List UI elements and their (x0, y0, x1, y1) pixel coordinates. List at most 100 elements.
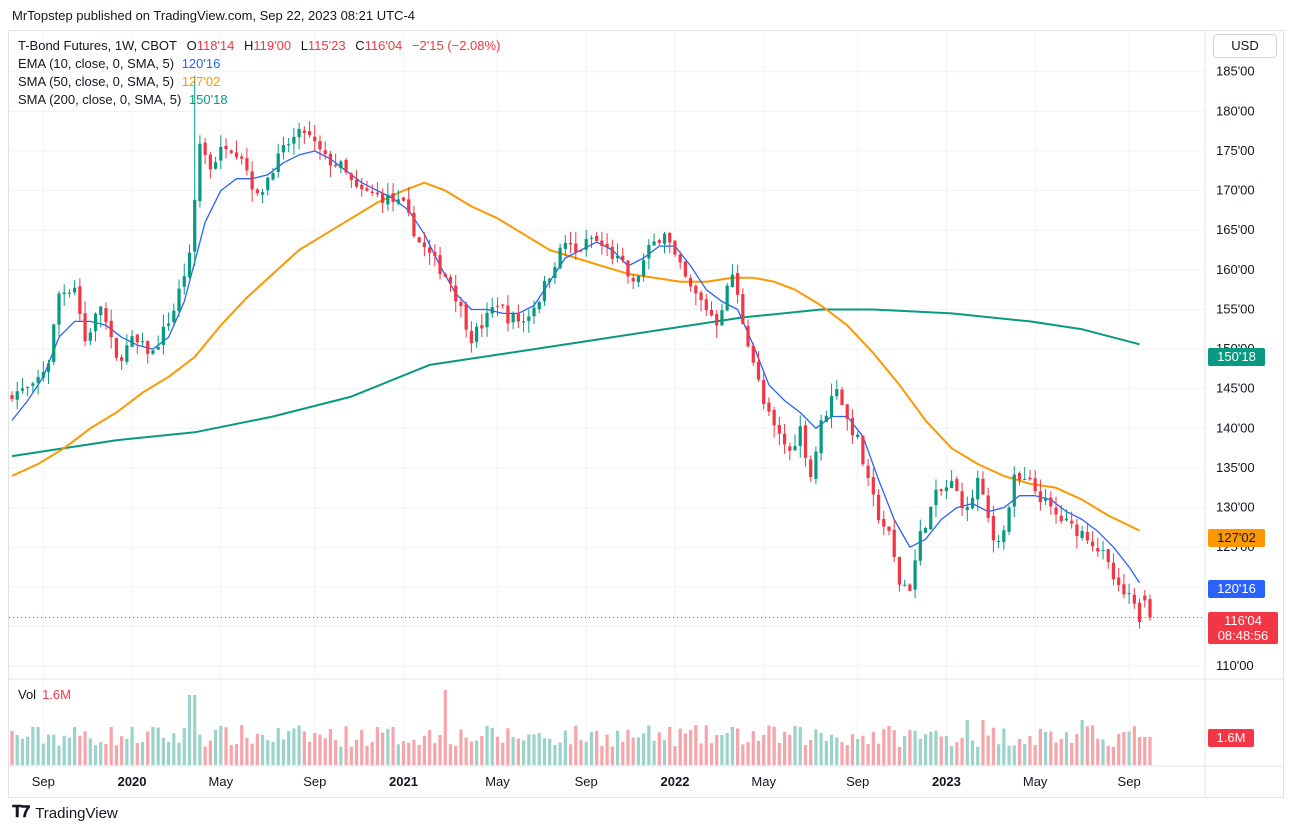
candle-body (553, 267, 557, 279)
volume-bar (694, 725, 698, 765)
candle-body (887, 526, 891, 531)
candle-body (636, 276, 641, 283)
volume-bar (213, 729, 218, 765)
study-sma50[interactable]: SMA (50, close, 0, SMA, 5) 127'02 (18, 74, 221, 89)
candle-body (1043, 498, 1048, 501)
volume-bar (1090, 725, 1095, 765)
volume-bar (1043, 731, 1048, 765)
candle-body (772, 409, 776, 426)
volume-bar (657, 732, 661, 765)
candle-body (751, 345, 755, 363)
volume-bar (970, 740, 975, 765)
study-sma200[interactable]: SMA (200, close, 0, SMA, 5) 150'18 (18, 92, 228, 107)
candle-body (349, 173, 353, 181)
volume-bar (474, 740, 479, 765)
x-tick-label: 2020 (118, 774, 147, 789)
candle-body (10, 394, 14, 400)
volume-bar (506, 728, 510, 765)
volume-bar (511, 736, 515, 765)
candle-body (360, 184, 364, 190)
chart-legend: T-Bond Futures, 1W, CBOT O118'14 H119'00… (18, 37, 506, 109)
candle-body (459, 301, 463, 307)
volume-bar (193, 695, 197, 765)
volume-bar (1023, 744, 1027, 765)
volume-bar (950, 746, 954, 765)
candle-body (109, 320, 113, 338)
volume-legend[interactable]: Vol 1.6M (18, 687, 71, 702)
volume-bar (10, 730, 14, 765)
y-tick-label: 140'00 (1216, 420, 1255, 435)
volume-bar (923, 734, 928, 765)
candle-body (490, 307, 494, 314)
volume-bar (626, 729, 630, 765)
volume-bar (459, 729, 463, 765)
volume-bar (991, 727, 996, 765)
volume-bar (422, 735, 427, 765)
volume-bar (480, 736, 484, 765)
study-ema10-value: 120'16 (181, 56, 221, 71)
volume-bar (1012, 745, 1016, 765)
volume-bar (798, 726, 802, 765)
candle-body (788, 446, 792, 451)
volume-bar (354, 739, 359, 765)
volume-bar (944, 735, 949, 765)
volume-bar (1033, 745, 1037, 765)
volume-bar (375, 727, 380, 765)
volume-bar (819, 733, 823, 765)
candle-body (725, 285, 729, 311)
volume-bar (960, 737, 964, 765)
candle-body (892, 529, 896, 558)
candle-body (36, 377, 40, 383)
volume-bar (271, 741, 275, 765)
volume-bar (260, 734, 265, 765)
volume-bar (636, 737, 641, 765)
volume-bar (955, 742, 959, 765)
candle-body (328, 153, 333, 166)
currency-button[interactable]: USD (1213, 34, 1277, 58)
candle-body (856, 434, 860, 438)
volume-bar (678, 728, 682, 765)
volume-bar (997, 744, 1001, 765)
symbol-title[interactable]: T-Bond Futures, 1W, CBOT (18, 38, 177, 53)
candle-body (1059, 515, 1063, 522)
candle-body (950, 480, 954, 489)
volume-bar (1085, 726, 1089, 765)
study-ema10[interactable]: EMA (10, close, 0, SMA, 5) 120'16 (18, 56, 221, 71)
candle-body (271, 173, 275, 180)
volume-bar (349, 746, 353, 765)
candle-body (344, 159, 348, 173)
volume-bar (234, 744, 239, 765)
volume-bar (673, 746, 677, 765)
x-tick-label: May (209, 774, 234, 789)
volume-bar (871, 731, 875, 765)
volume-bar (156, 727, 160, 765)
volume-legend-value: 1.6M (42, 687, 71, 702)
candle-body (224, 145, 228, 150)
volume-bar (26, 736, 30, 765)
candle-body (1080, 531, 1084, 538)
candle-body (73, 287, 77, 293)
volume-bar (861, 735, 865, 765)
volume-bar (120, 736, 124, 765)
candle-body (1096, 548, 1100, 552)
y-tick-label: 175'00 (1216, 143, 1255, 158)
volume-bar (1127, 731, 1131, 765)
volume-bar (125, 738, 129, 765)
candle-body (647, 244, 651, 259)
volume-bar (224, 727, 228, 765)
volume-bar (986, 735, 990, 765)
candle-body (730, 274, 734, 288)
candle-body (548, 278, 552, 283)
candle-body (532, 307, 536, 317)
volume-bar (448, 744, 453, 765)
volume-bar (1017, 739, 1022, 765)
volume-bar (1075, 733, 1079, 765)
volume-bar (281, 739, 286, 765)
volume-bar (1122, 731, 1126, 765)
ohlc-open: O118'14 (186, 38, 235, 53)
candle-body (610, 246, 614, 259)
volume-bar (777, 742, 781, 765)
y-tick-label: 110'00 (1216, 658, 1254, 673)
volume-bar (501, 742, 505, 765)
